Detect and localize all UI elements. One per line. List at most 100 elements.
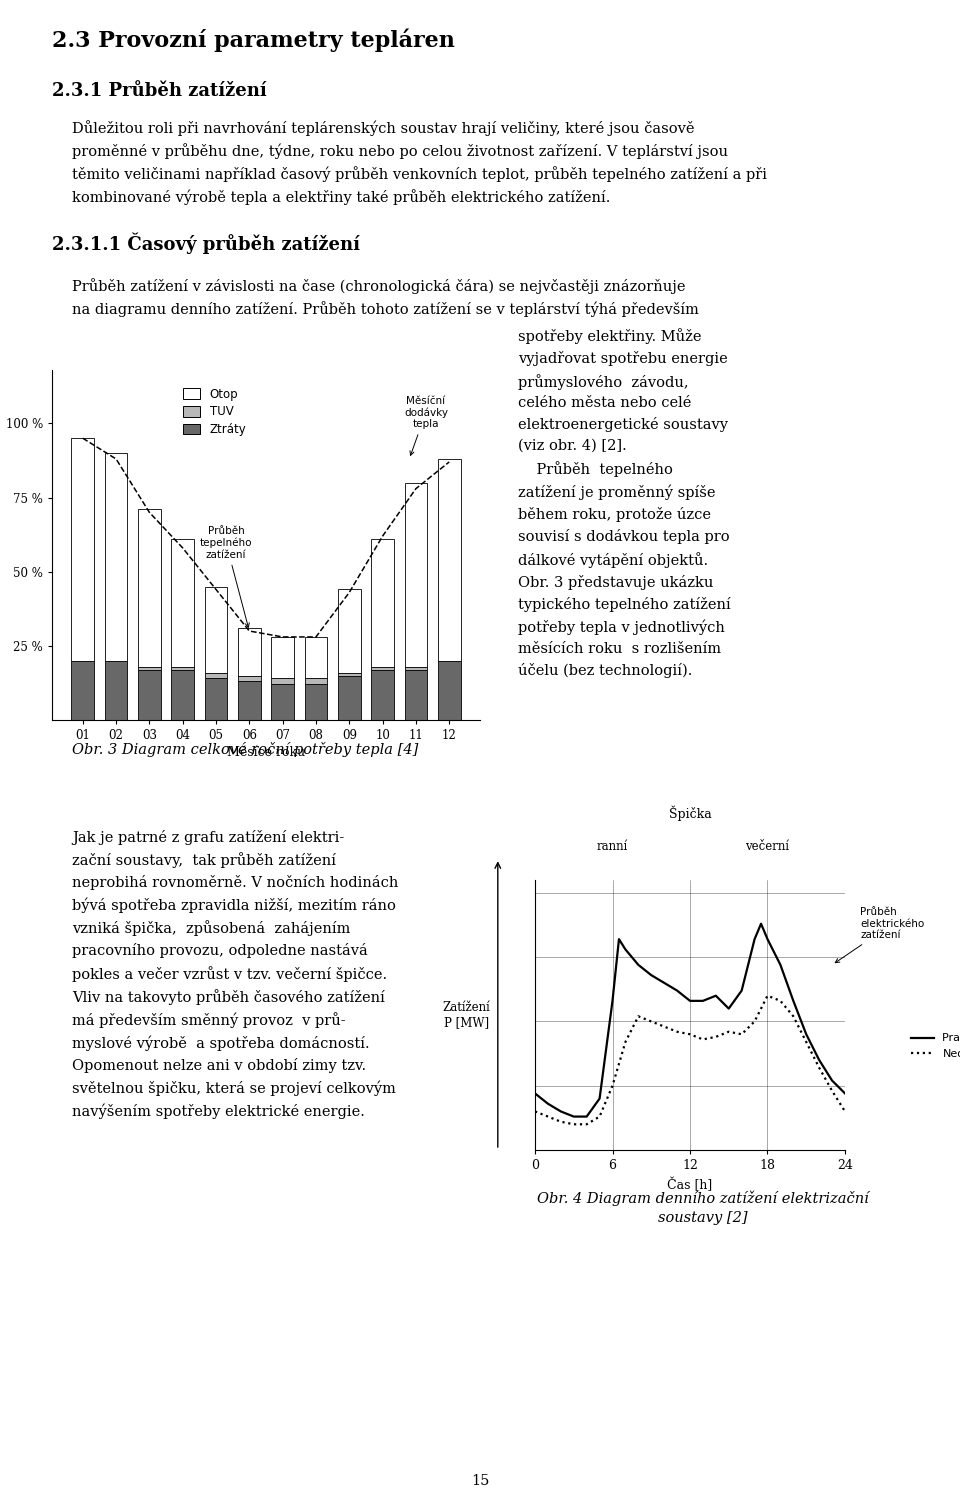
Bar: [172, 667, 194, 670]
Bar: [304, 637, 327, 679]
Text: Obr. 4 Diagram denního zatížení elektrizační
soustavy [2]: Obr. 4 Diagram denního zatížení elektriz…: [537, 1191, 869, 1225]
Neděle: [813, 1059, 825, 1077]
Bar: [172, 539, 194, 667]
Text: spotřeby elektřiny. Může
vyjadřovat spotřebu energie
průmyslového  závodu,
celéh: spotřeby elektřiny. Může vyjadřovat spot…: [518, 327, 731, 678]
Neděle: [607, 1076, 618, 1094]
Neděle: [839, 1103, 851, 1121]
Bar: [172, 670, 194, 720]
Pracovní den: [555, 1103, 566, 1121]
Neděle: [723, 1023, 734, 1041]
Bar: [372, 670, 394, 720]
Pracovní den: [659, 973, 670, 991]
Text: Průběh
tepelného
zatížení: Průběh tepelného zatížení: [200, 527, 252, 628]
Pracovní den: [723, 999, 734, 1017]
Bar: [304, 679, 327, 685]
Pracovní den: [671, 981, 683, 999]
Bar: [404, 667, 427, 670]
Pracovní den: [736, 981, 748, 999]
Neděle: [619, 1034, 631, 1052]
Pracovní den: [697, 991, 708, 1010]
X-axis label: Čas [h]: Čas [h]: [667, 1177, 712, 1192]
Text: Měsíční
dodávky
tepla: Měsíční dodávky tepla: [404, 395, 448, 456]
Text: Špička: Špička: [668, 806, 711, 821]
Pracovní den: [594, 1089, 606, 1108]
Bar: [238, 682, 261, 720]
Bar: [272, 685, 294, 720]
Pracovní den: [568, 1108, 580, 1126]
Bar: [338, 590, 361, 673]
Bar: [105, 453, 128, 661]
Text: Důležitou roli při navrhování teplárenských soustav hrají veličiny, které jsou č: Důležitou roli při navrhování teplárensk…: [72, 121, 767, 205]
Text: Jak je patrné z grafu zatížení elektri-
zační soustavy,  tak průběh zatížení
nep: Jak je patrné z grafu zatížení elektri- …: [72, 830, 398, 1118]
Bar: [71, 661, 94, 720]
Neděle: [594, 1108, 606, 1126]
Bar: [438, 459, 461, 661]
Neděle: [710, 1028, 722, 1046]
Pracovní den: [607, 991, 618, 1010]
Bar: [338, 673, 361, 676]
Text: večerní: večerní: [746, 841, 789, 853]
Neděle: [775, 991, 786, 1010]
Neděle: [801, 1034, 812, 1052]
Neděle: [827, 1082, 838, 1100]
Pracovní den: [761, 930, 773, 948]
Neděle: [684, 1025, 696, 1043]
Pracovní den: [633, 955, 644, 973]
Bar: [238, 628, 261, 676]
Pracovní den: [839, 1085, 851, 1103]
Pracovní den: [542, 1094, 554, 1112]
Neděle: [645, 1013, 657, 1031]
Neděle: [659, 1017, 670, 1035]
Pracovní den: [775, 955, 786, 973]
Bar: [238, 676, 261, 682]
Bar: [204, 679, 228, 720]
Neděle: [581, 1115, 592, 1133]
Pracovní den: [529, 1085, 540, 1103]
Bar: [304, 685, 327, 720]
Bar: [372, 539, 394, 667]
X-axis label: Měsíce roku: Měsíce roku: [227, 745, 305, 759]
Bar: [404, 670, 427, 720]
Neděle: [633, 1007, 644, 1025]
Text: Obr. 3 Diagram celkové roční potřeby tepla [4]: Obr. 3 Diagram celkové roční potřeby tep…: [72, 742, 419, 758]
Pracovní den: [827, 1071, 838, 1089]
Text: 2.3.1.1 Časový průběh zatížení: 2.3.1.1 Časový průběh zatížení: [52, 232, 360, 254]
Neděle: [529, 1103, 540, 1121]
Neděle: [736, 1025, 748, 1043]
Text: Průběh
elektrického
zatížení: Průběh elektrického zatížení: [835, 907, 924, 963]
Bar: [338, 676, 361, 720]
Pracovní den: [710, 987, 722, 1005]
Bar: [404, 483, 427, 667]
Line: Pracovní den: Pracovní den: [535, 924, 845, 1117]
Pracovní den: [801, 1025, 812, 1043]
Text: 15: 15: [470, 1474, 490, 1488]
Bar: [138, 667, 160, 670]
Text: 2.3.1 Průběh zatížení: 2.3.1 Průběh zatížení: [52, 81, 267, 100]
Neděle: [787, 1007, 799, 1025]
Line: Neděle: Neděle: [535, 996, 845, 1124]
Pracovní den: [749, 930, 760, 948]
Pracovní den: [619, 940, 631, 958]
Neděle: [568, 1115, 580, 1133]
Neděle: [697, 1031, 708, 1049]
Text: Zatížení
P [MW]: Zatížení P [MW]: [443, 1000, 491, 1029]
Bar: [438, 661, 461, 720]
Bar: [272, 637, 294, 679]
Pracovní den: [756, 914, 767, 933]
Legend: Otop, TUV, Ztráty: Otop, TUV, Ztráty: [178, 383, 252, 441]
Bar: [204, 587, 228, 673]
Pracovní den: [684, 991, 696, 1010]
Neděle: [749, 1013, 760, 1031]
Pracovní den: [813, 1050, 825, 1068]
Bar: [372, 667, 394, 670]
Bar: [71, 438, 94, 661]
Pracovní den: [787, 991, 799, 1010]
Bar: [138, 510, 160, 667]
Legend: Pracovní den, Neděle: Pracovní den, Neděle: [907, 1029, 960, 1064]
Bar: [204, 673, 228, 679]
Text: 2.3 Provozní parametry tepláren: 2.3 Provozní parametry tepláren: [52, 29, 455, 51]
Bar: [105, 661, 128, 720]
Text: ranní: ranní: [597, 841, 628, 853]
Pracovní den: [581, 1108, 592, 1126]
Bar: [138, 670, 160, 720]
